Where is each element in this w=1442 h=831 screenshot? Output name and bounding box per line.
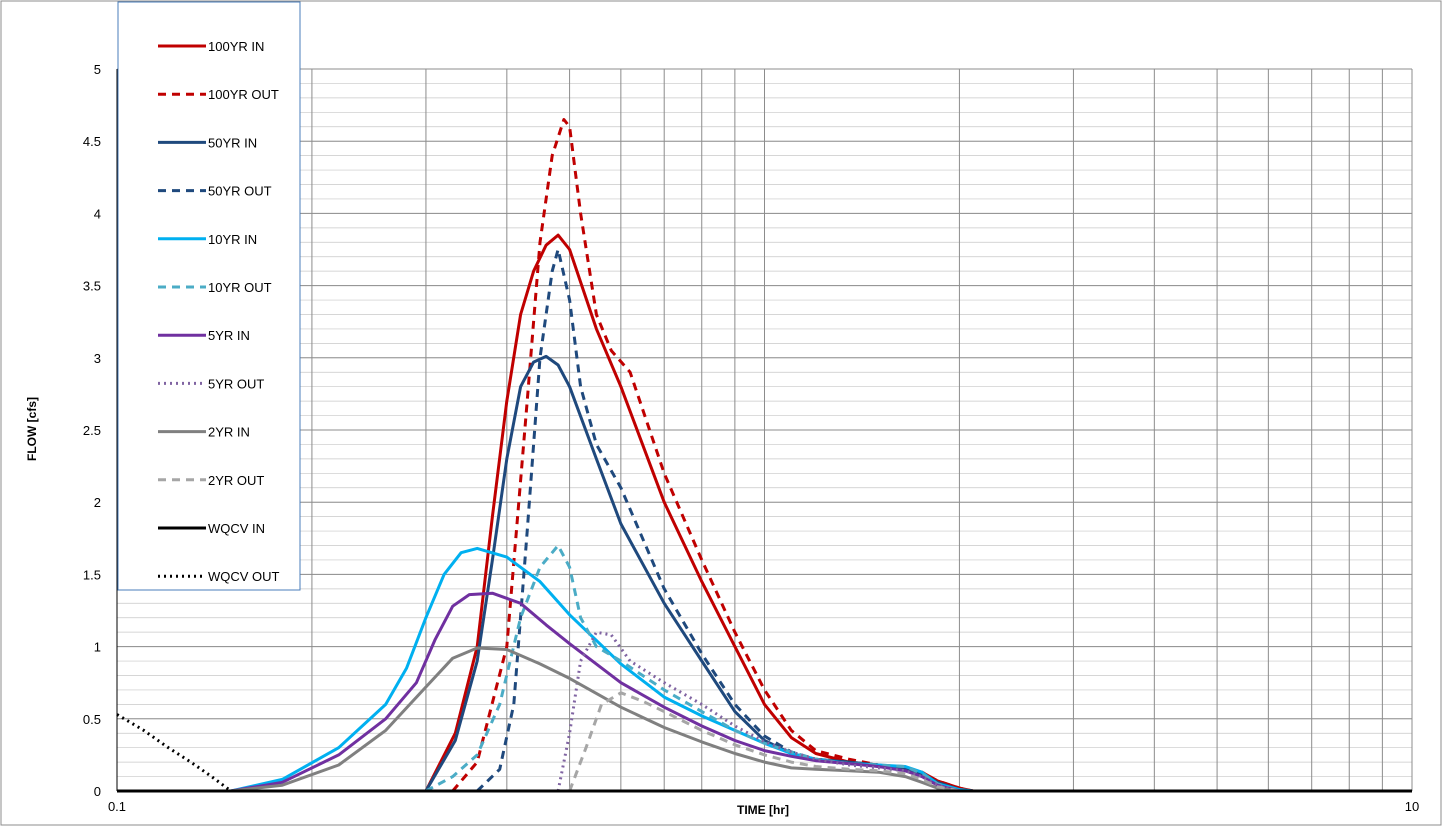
legend-label: 50YR OUT: [208, 184, 272, 199]
series-line-2yr-out: [568, 691, 960, 793]
legend-label: 100YR IN: [208, 39, 264, 54]
legend-label: 5YR OUT: [208, 376, 264, 391]
legend-label: 2YR IN: [208, 425, 250, 440]
legend-label: 100YR OUT: [208, 87, 279, 102]
series-line-10yr-out: [425, 544, 960, 793]
y-tick-label: 0: [94, 784, 101, 799]
series-line-2yr-in: [230, 646, 960, 793]
legend-label: 10YR OUT: [208, 280, 272, 295]
legend-label: 50YR IN: [208, 135, 257, 150]
y-tick-label: 3.5: [83, 279, 101, 294]
y-tick-label: 5: [94, 62, 101, 77]
series-line-5yr-out: [556, 630, 960, 793]
axes: 0 0.5 1 1.5 2 2.5 3 3.5 4 4.5 5 0.1 10: [83, 62, 1419, 814]
y-tick-label: 4.5: [83, 134, 101, 149]
y-tick-label: 4: [94, 206, 101, 221]
y-tick-label: 1.5: [83, 567, 101, 582]
legend-label: 2YR OUT: [208, 473, 264, 488]
y-tick-label: 2.5: [83, 423, 101, 438]
legend: 100YR IN 100YR OUT 50YR IN 50YR OUT 10YR IN 1…: [117, 1, 301, 591]
legend-box: [117, 1, 301, 591]
x-tick-label: 10: [1405, 799, 1419, 814]
y-tick-label: 3: [94, 351, 101, 366]
legend-label: 10YR IN: [208, 232, 257, 247]
legend-label: WQCV OUT: [208, 569, 280, 584]
x-axis-title: TIME [hr]: [737, 803, 789, 817]
x-tick-label: 0.1: [108, 799, 126, 814]
y-tick-label: 0.5: [83, 712, 101, 727]
y-tick-label: 2: [94, 495, 101, 510]
y-tick-label: 1: [94, 640, 101, 655]
legend-label: WQCV IN: [208, 521, 265, 536]
y-axis-title: FLOW [cfs]: [25, 397, 39, 461]
legend-label: 5YR IN: [208, 328, 250, 343]
